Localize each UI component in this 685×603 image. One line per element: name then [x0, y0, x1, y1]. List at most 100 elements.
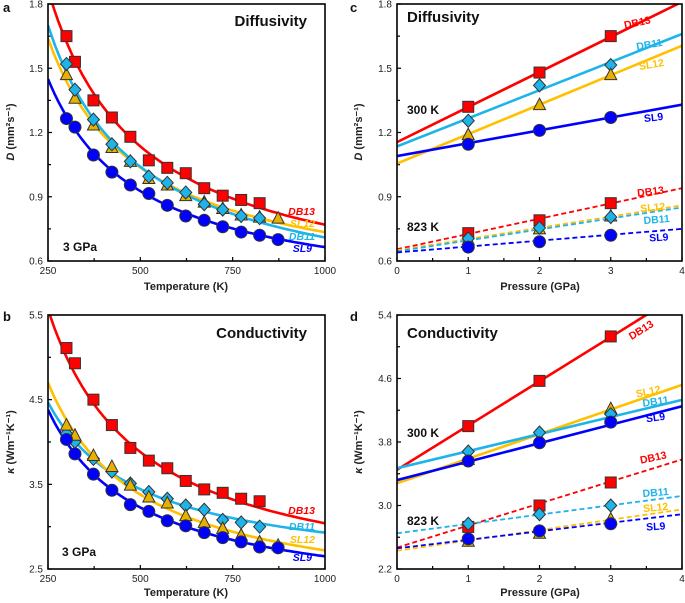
x-axis-label: Temperature (K): [144, 281, 228, 293]
data-point-db11: [252, 210, 267, 226]
data-point-sl9: [461, 240, 475, 254]
x-tick-label: 250: [40, 574, 57, 585]
data-point-sl12: [86, 447, 101, 462]
data-point-db13: [87, 393, 100, 406]
data-point-sl12: [123, 477, 138, 491]
plot-frame: [47, 314, 326, 570]
data-point-db11: [532, 506, 547, 522]
data-point-sl9: [68, 120, 82, 134]
y-axis-label: D (mm²s⁻¹): [5, 103, 17, 160]
fit-line-db13: [397, 458, 682, 549]
data-point-db13: [124, 130, 137, 143]
series-label-sl9: SL9: [293, 552, 312, 564]
y-axis-symbol: D: [5, 153, 17, 161]
y-axis-symbol: κ: [5, 467, 17, 474]
data-point-sl9: [271, 541, 285, 555]
series-label-db13: DB13: [623, 14, 652, 31]
series-label-db11: DB11: [642, 486, 669, 500]
fit-line-sl12: [48, 37, 325, 234]
annotation: 3 GPa: [63, 240, 97, 254]
x-tick-label: 500: [132, 574, 149, 585]
data-point-sl12: [68, 90, 82, 104]
y-tick-label: 3.5: [29, 480, 43, 491]
y-tick-label: 0.9: [378, 192, 392, 203]
series-label-sl9: SL9: [645, 411, 666, 426]
data-point-sl9: [604, 517, 618, 531]
plot-area: [48, 315, 325, 558]
panel-title: Conductivity: [216, 325, 307, 342]
x-tick-label: 750: [224, 574, 241, 585]
panel-c: 0 1 2 3 40.60.91.21.51.8DB13DB11SL12SL9DB13S…: [350, 0, 685, 293]
y-tick-label: 1.8: [378, 0, 392, 11]
series-label-db11: DB11: [643, 213, 670, 227]
x-axis-label: Temperature (K): [144, 587, 228, 599]
data-point-sl9: [234, 535, 248, 549]
panel-letter: a: [3, 0, 11, 15]
panel-title: Conductivity: [407, 325, 498, 342]
y-tick-label: 5.4: [378, 311, 392, 322]
data-point-sl9: [123, 498, 137, 512]
x-axis-label: Pressure (GPa): [500, 587, 580, 599]
data-point-sl9: [533, 436, 546, 450]
y-axis-unit: (Wm⁻¹K⁻¹): [353, 410, 365, 468]
y-tick-label: 2.2: [378, 565, 392, 576]
data-point-sl9: [160, 514, 174, 528]
panel-d: 0 1 2 3 42.23.03.84.65.4DB13SL12DB11SL9DB13D…: [350, 309, 685, 599]
series-label-sl9: SL9: [649, 232, 669, 245]
plot-area: [48, 4, 325, 249]
data-point-db13: [105, 419, 118, 432]
y-tick-label: 2.5: [29, 565, 43, 576]
series-label-db13: DB13: [627, 318, 656, 342]
data-point-db11: [604, 498, 618, 513]
data-point-db13: [142, 454, 155, 467]
data-point-db11: [68, 82, 82, 97]
data-point-sl9: [253, 228, 267, 242]
annotation: 3 GPa: [62, 545, 96, 559]
data-point-sl12: [160, 495, 175, 509]
annotation: 823 K: [407, 514, 439, 528]
y-tick-label: 4.5: [29, 395, 43, 406]
data-point-db13: [253, 495, 266, 508]
data-point-db13: [179, 167, 192, 180]
x-tick-label: 0: [394, 574, 400, 585]
series-label-sl9: SL9: [293, 243, 312, 255]
data-point-db13: [124, 441, 137, 454]
data-point-sl12: [59, 67, 74, 81]
data-point-db13: [604, 30, 617, 43]
data-point-sl9: [604, 111, 618, 125]
data-point-db13: [161, 462, 174, 475]
data-point-sl9: [216, 220, 230, 234]
x-tick-label: 3: [608, 266, 614, 277]
data-point-db13: [235, 492, 248, 505]
data-point-sl9: [179, 209, 193, 223]
series-label-db11: DB11: [636, 37, 664, 53]
data-point-sl9: [533, 524, 546, 538]
data-point-sl9: [234, 225, 248, 239]
y-tick-label: 5.5: [29, 311, 43, 322]
y-tick-label: 1.2: [29, 128, 43, 139]
panel-letter: b: [3, 309, 11, 324]
data-point-sl12: [105, 458, 119, 473]
x-tick-label: 2: [537, 574, 543, 585]
plot-area: [397, 315, 682, 552]
data-point-db11: [142, 169, 156, 184]
data-point-db13: [533, 374, 546, 387]
series-label-sl12: SL12: [635, 384, 662, 401]
x-tick-label: 4: [679, 266, 685, 277]
panel-letter: d: [350, 309, 358, 324]
x-tick-label: 1000: [314, 574, 337, 585]
data-point-sl9: [86, 148, 100, 162]
data-point-sl9: [461, 532, 475, 546]
x-tick-label: 500: [132, 266, 149, 277]
data-point-sl9: [59, 432, 73, 446]
data-point-sl9: [253, 540, 267, 554]
fit-line-db11: [48, 24, 325, 239]
y-tick-label: 0.6: [29, 257, 43, 268]
data-point-db13: [179, 474, 192, 487]
x-tick-label: 4: [679, 574, 685, 585]
x-tick-label: 1: [465, 266, 471, 277]
x-tick-label: 1: [465, 574, 471, 585]
data-point-db13: [604, 476, 617, 489]
data-point-sl12: [59, 417, 74, 431]
data-point-db13: [87, 94, 100, 107]
